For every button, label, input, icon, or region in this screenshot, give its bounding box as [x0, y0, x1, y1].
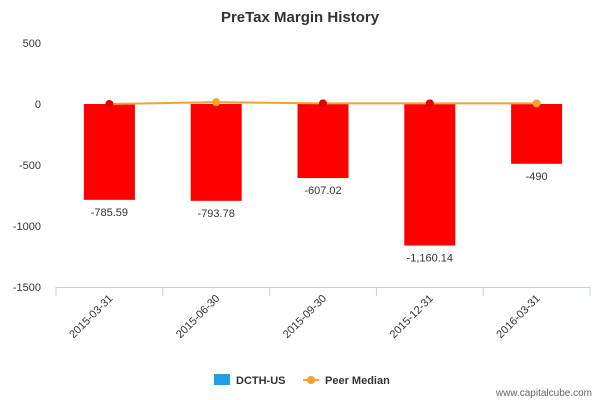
- data-labels: -785.59 -793.78 -607.02 -1,160.14 -490: [91, 171, 548, 265]
- x-axis: 2015-03-31 2015-06-30 2015-09-30 2015-12-31…: [55, 287, 591, 341]
- peer-median-series: [105, 98, 541, 108]
- peer-median-point[interactable]: [532, 99, 541, 108]
- bar-data-label: -1,160.14: [407, 253, 453, 265]
- x-tick-label: 2016-03-31: [494, 293, 542, 341]
- y-axis: 500 0 -500 -1000 -1500: [13, 38, 41, 294]
- legend-swatch-dcth: [214, 374, 230, 385]
- peer-median-point[interactable]: [425, 99, 434, 108]
- bar-data-label: -793.78: [198, 208, 235, 220]
- bar-data-label: -607.02: [304, 185, 341, 197]
- x-tick-label: 2015-06-30: [174, 293, 222, 341]
- chart-title: PreTax Margin History: [221, 9, 380, 26]
- peer-median-point[interactable]: [105, 100, 114, 108]
- bar[interactable]: [190, 104, 242, 201]
- y-tick-label: 0: [35, 99, 41, 111]
- bar[interactable]: [83, 104, 135, 200]
- bar[interactable]: [404, 104, 456, 246]
- bar-data-label: -490: [526, 171, 548, 183]
- peer-median-point[interactable]: [319, 99, 327, 108]
- legend-swatch-peer-dot: [307, 376, 315, 384]
- y-tick-label: -500: [19, 160, 41, 172]
- x-tick-label: 2015-09-30: [281, 293, 329, 341]
- bar-series: [83, 104, 563, 246]
- credit-text[interactable]: www.capitalcube.com: [495, 388, 592, 399]
- bar[interactable]: [297, 104, 349, 179]
- legend-label-peer[interactable]: Peer Median: [325, 375, 390, 387]
- peer-median-point[interactable]: [212, 98, 221, 107]
- x-tick-label: 2015-12-31: [388, 293, 436, 341]
- y-tick-label: -1500: [13, 282, 41, 294]
- legend[interactable]: DCTH-US Peer Median: [214, 374, 390, 387]
- bar-data-label: -785.59: [91, 207, 128, 219]
- y-tick-label: 500: [23, 38, 41, 50]
- y-tick-label: -1000: [13, 221, 41, 233]
- legend-label-dcth[interactable]: DCTH-US: [236, 375, 286, 387]
- bar[interactable]: [511, 104, 563, 164]
- x-tick-label: 2015-03-31: [67, 293, 115, 341]
